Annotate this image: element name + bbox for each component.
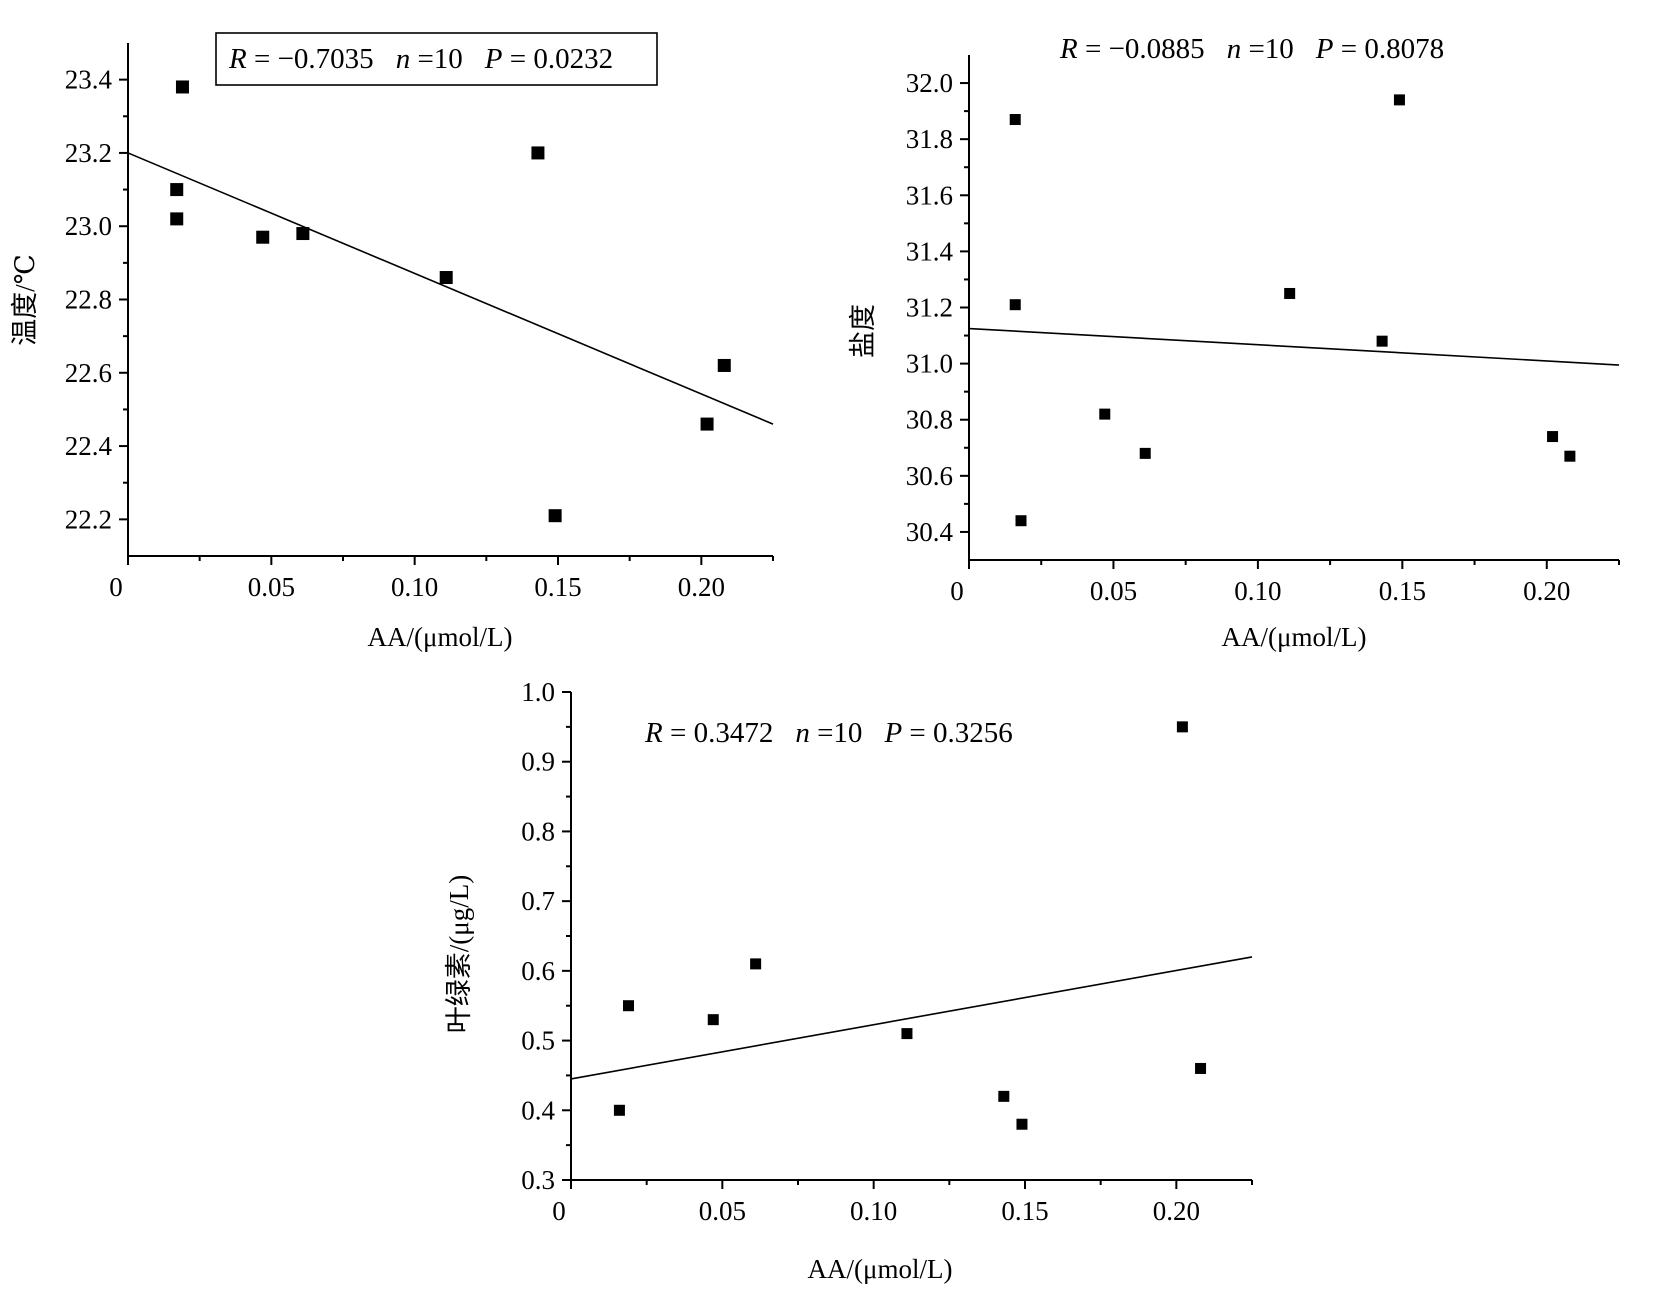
temperature-x-tick-label: 0 bbox=[109, 572, 123, 602]
salinity-y-tick-label: 31.0 bbox=[906, 349, 953, 379]
temperature-regression-line bbox=[127, 152, 774, 425]
salinity-data-point bbox=[1284, 287, 1296, 299]
salinity-scatter-panel: 0 0.05 0.10 0.15 0.20 30.4 30.6 30.8 31.0 31.2 31.… bbox=[848, 33, 1620, 652]
temperature-y-tick-label: 23.0 bbox=[65, 211, 112, 241]
chlorophyll-data-point bbox=[901, 1028, 913, 1040]
salinity-y-tick-label: 31.2 bbox=[906, 293, 953, 323]
salinity-y-tick-label: 30.6 bbox=[906, 461, 953, 491]
salinity-y-tick-label: 31.6 bbox=[906, 180, 953, 210]
salinity-data-point bbox=[1547, 431, 1559, 443]
chlorophyll-x-tick-label: 0.20 bbox=[1153, 1196, 1200, 1226]
temperature-data-point bbox=[170, 183, 184, 197]
salinity-data-point bbox=[1015, 515, 1027, 527]
temperature-data-point bbox=[296, 227, 310, 241]
chlorophyll-points bbox=[613, 721, 1207, 1130]
chlorophyll-data-point bbox=[750, 958, 762, 970]
temperature-y-tick-label: 22.4 bbox=[65, 431, 113, 461]
chlorophyll-x-tick-label: 0.05 bbox=[699, 1196, 746, 1226]
temperature-y-tick-label: 22.8 bbox=[65, 285, 112, 315]
salinity-y-tick-label: 30.4 bbox=[906, 517, 954, 547]
temperature-data-point bbox=[170, 212, 184, 226]
temperature-x-tick-label: 0.10 bbox=[391, 572, 438, 602]
chlorophyll-data-point bbox=[998, 1090, 1010, 1102]
temperature-y-tick-label: 22.6 bbox=[65, 358, 112, 388]
chlorophyll-data-point bbox=[1195, 1062, 1207, 1074]
chlorophyll-y-tick-label: 0.8 bbox=[521, 816, 555, 846]
temperature-scatter-panel: 0 0.05 0.10 0.15 0.20 22.2 22.4 22.6 22.8 23.0 23.… bbox=[10, 32, 774, 652]
salinity-x-tick-label: 0.10 bbox=[1234, 576, 1281, 606]
salinity-data-point bbox=[1009, 114, 1021, 126]
chlorophyll-data-point bbox=[613, 1104, 625, 1116]
salinity-data-point bbox=[1393, 94, 1405, 106]
salinity-x-axis-title: AA/(μmol/L) bbox=[1222, 622, 1367, 652]
salinity-data-point bbox=[1139, 447, 1151, 459]
temperature-x-tick-label: 0.15 bbox=[534, 572, 581, 602]
temperature-x-axis-title: AA/(μmol/L) bbox=[368, 622, 513, 652]
chlorophyll-y-tick-label: 0.4 bbox=[521, 1095, 555, 1125]
temperature-x-tick-label: 0.20 bbox=[678, 572, 725, 602]
salinity-y-tick-label: 32.0 bbox=[906, 68, 953, 98]
chlorophyll-ticks: 0 0.05 0.10 0.15 0.20 0.3 0.4 0.5 0.6 0.7 0.8 0.9 1.… bbox=[521, 677, 1253, 1226]
salinity-y-tick-label: 31.8 bbox=[906, 124, 953, 154]
temperature-y-tick-label: 23.2 bbox=[65, 138, 112, 168]
salinity-y-tick-label: 31.4 bbox=[906, 236, 954, 266]
salinity-stats-text: R = −0.0885 n =10 P = 0.8078 bbox=[1059, 33, 1444, 65]
temperature-y-axis-title: 温度/℃ bbox=[10, 254, 40, 346]
salinity-x-tick-label: 0.05 bbox=[1090, 576, 1137, 606]
temperature-data-point bbox=[175, 80, 189, 94]
chlorophyll-data-point bbox=[1016, 1118, 1028, 1130]
salinity-points bbox=[1009, 94, 1576, 527]
chlorophyll-y-axis-title: 叶绿素/(μg/L) bbox=[444, 875, 474, 1033]
temperature-points bbox=[170, 80, 731, 523]
salinity-data-point bbox=[1009, 299, 1021, 311]
temperature-stats-box bbox=[215, 32, 658, 86]
salinity-y-axis-title: 盐度 bbox=[848, 304, 878, 358]
chlorophyll-y-tick-label: 0.6 bbox=[521, 956, 555, 986]
temperature-x-tick-label: 0.05 bbox=[248, 572, 295, 602]
chlorophyll-y-tick-label: 0.9 bbox=[521, 747, 555, 777]
salinity-x-tick-label: 0 bbox=[950, 576, 964, 606]
temperature-y-tick-label: 23.4 bbox=[65, 65, 113, 95]
chlorophyll-scatter-panel: 0 0.05 0.10 0.15 0.20 0.3 0.4 0.5 0.6 0.7 0.8 0.9 1.… bbox=[444, 677, 1253, 1284]
salinity-data-point bbox=[1376, 335, 1388, 347]
salinity-x-tick-label: 0.20 bbox=[1523, 576, 1570, 606]
chlorophyll-x-tick-label: 0.10 bbox=[850, 1196, 897, 1226]
temperature-data-point bbox=[256, 230, 270, 244]
temperature-ticks: 0 0.05 0.10 0.15 0.20 22.2 22.4 22.6 22.8 23.0 23.… bbox=[65, 65, 774, 602]
chlorophyll-x-axis-title: AA/(μmol/L) bbox=[808, 1254, 953, 1284]
chlorophyll-x-tick-label: 0.15 bbox=[1001, 1196, 1048, 1226]
salinity-regression-line bbox=[968, 327, 1620, 366]
chlorophyll-y-tick-label: 0.3 bbox=[521, 1165, 555, 1195]
temperature-data-point bbox=[700, 417, 714, 431]
chlorophyll-y-tick-label: 0.5 bbox=[521, 1026, 555, 1056]
chlorophyll-data-point bbox=[623, 1000, 635, 1012]
chlorophyll-y-tick-label: 1.0 bbox=[521, 677, 555, 707]
chlorophyll-regression-line bbox=[570, 956, 1253, 1080]
temperature-data-point bbox=[439, 271, 453, 285]
salinity-data-point bbox=[1099, 408, 1111, 420]
chlorophyll-y-tick-label: 0.7 bbox=[521, 886, 555, 916]
chlorophyll-data-point bbox=[1176, 721, 1188, 733]
temperature-data-point bbox=[531, 146, 545, 160]
salinity-x-tick-label: 0.15 bbox=[1379, 576, 1426, 606]
salinity-y-tick-label: 30.8 bbox=[906, 405, 953, 435]
chlorophyll-x-tick-label: 0 bbox=[552, 1196, 566, 1226]
salinity-ticks: 0 0.05 0.10 0.15 0.20 30.4 30.6 30.8 31.0 31.2 31.… bbox=[906, 68, 1620, 606]
chlorophyll-stats-text: R = 0.3472 n =10 P = 0.3256 bbox=[644, 717, 1013, 749]
temperature-data-point bbox=[548, 509, 562, 523]
temperature-data-point bbox=[717, 358, 731, 372]
chlorophyll-data-point bbox=[707, 1014, 719, 1026]
temperature-y-tick-label: 22.2 bbox=[65, 504, 112, 534]
temperature-stats-text: R = −0.7035 n =10 P = 0.0232 bbox=[228, 43, 613, 75]
salinity-data-point bbox=[1564, 450, 1576, 462]
